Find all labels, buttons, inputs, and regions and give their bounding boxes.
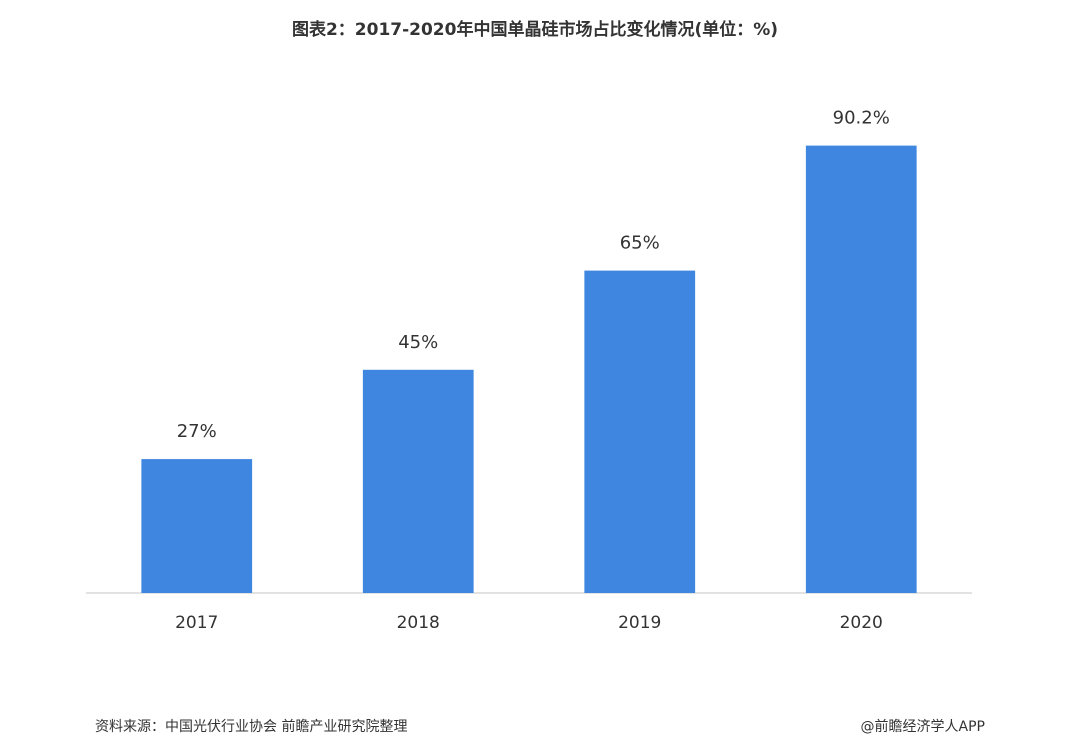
source-note: 资料来源：中国光伏行业协会 前瞻产业研究院整理 (95, 718, 407, 735)
value-label: 27% (177, 421, 217, 442)
value-label: 65% (620, 233, 660, 254)
x-tick-label: 2020 (840, 613, 883, 633)
x-tick-label: 2018 (397, 613, 440, 633)
bar (141, 459, 253, 593)
bar (362, 369, 474, 593)
value-label: 45% (398, 332, 438, 353)
x-tick-label: 2019 (618, 613, 661, 633)
chart-title: 图表2：2017-2020年中国单晶硅市场占比变化情况(单位：%) (292, 19, 778, 40)
credit: @前瞻经济学人APP (861, 718, 985, 735)
value-label: 90.2% (833, 108, 890, 129)
bar (584, 270, 696, 593)
x-tick-label: 2017 (175, 613, 218, 633)
bar (805, 145, 917, 593)
